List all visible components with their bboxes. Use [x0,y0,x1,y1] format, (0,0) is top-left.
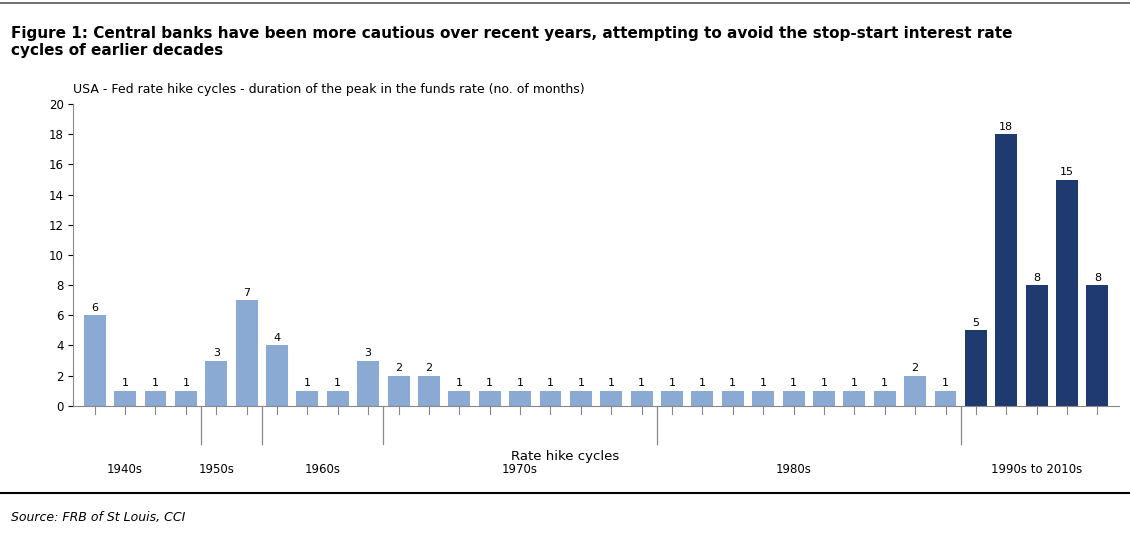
Text: 8: 8 [1033,273,1041,283]
Text: 2: 2 [396,364,402,373]
Text: 1: 1 [759,379,766,389]
Bar [812,391,835,406]
Text: 18: 18 [999,122,1014,132]
Text: 1: 1 [516,379,523,389]
Text: 1: 1 [122,379,129,389]
Text: 1: 1 [699,379,706,389]
Text: 6: 6 [92,303,98,313]
Bar [479,391,501,406]
Bar [145,391,166,406]
Bar [388,376,409,406]
Text: Rate hike cycles: Rate hike cycles [511,450,619,463]
Bar [996,135,1017,406]
Text: 1: 1 [304,379,311,389]
Text: 3: 3 [212,348,219,358]
Text: 1960s: 1960s [305,463,340,476]
Bar [327,391,349,406]
Text: 1: 1 [334,379,341,389]
Text: USA - Fed rate hike cycles - duration of the peak in the funds rate (no. of mont: USA - Fed rate hike cycles - duration of… [73,83,585,96]
Text: 1: 1 [547,379,554,389]
Text: 8: 8 [1094,273,1101,283]
Bar [631,391,653,406]
Bar [753,391,774,406]
Bar [114,391,136,406]
Bar [722,391,744,406]
Bar [843,391,866,406]
Text: 1: 1 [790,379,797,389]
Text: 1990s to 2010s: 1990s to 2010s [991,463,1083,476]
Bar [1026,285,1048,406]
Text: 1: 1 [455,379,463,389]
Text: 4: 4 [273,333,280,343]
Text: 1940s: 1940s [107,463,144,476]
Text: 1: 1 [608,379,615,389]
Bar [206,360,227,406]
Text: 15: 15 [1060,167,1073,177]
Bar [175,391,197,406]
Bar [600,391,623,406]
Bar [236,300,258,406]
Bar [1086,285,1109,406]
Text: 5: 5 [973,318,980,328]
Bar [539,391,562,406]
Text: 1: 1 [942,379,949,389]
Bar [904,376,927,406]
Text: 2: 2 [912,364,919,373]
Bar [570,391,592,406]
Text: 1: 1 [638,379,645,389]
Text: 2: 2 [425,364,433,373]
Bar [661,391,683,406]
Bar [1057,179,1078,406]
Text: 1: 1 [851,379,858,389]
Bar [510,391,531,406]
Bar [266,345,288,406]
Text: 1980s: 1980s [775,463,811,476]
Text: 1: 1 [486,379,493,389]
Bar [84,315,106,406]
Bar [357,360,380,406]
Text: Source: FRB of St Louis, CCI: Source: FRB of St Louis, CCI [11,511,185,524]
Text: Figure 1: Central banks have been more cautious over recent years, attempting to: Figure 1: Central banks have been more c… [11,26,1012,58]
Text: 1: 1 [881,379,888,389]
Bar [418,376,440,406]
Bar [935,391,956,406]
Text: 7: 7 [243,288,250,298]
Text: 1: 1 [820,379,827,389]
Text: 1: 1 [577,379,584,389]
Bar [783,391,805,406]
Text: 1: 1 [669,379,676,389]
Text: 1970s: 1970s [502,463,538,476]
Text: 1: 1 [729,379,737,389]
Text: 3: 3 [365,348,372,358]
Bar [965,331,986,406]
Bar [873,391,896,406]
Text: 1: 1 [153,379,159,389]
Bar [296,391,319,406]
Bar [692,391,713,406]
Text: 1: 1 [182,379,190,389]
Text: 1950s: 1950s [199,463,234,476]
Bar [449,391,470,406]
